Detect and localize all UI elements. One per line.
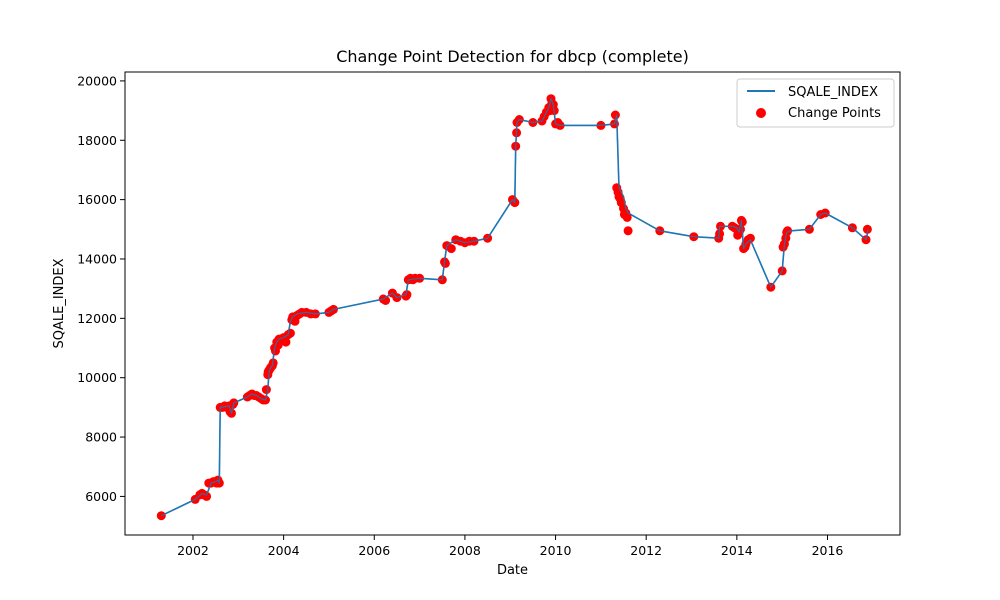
y-tick-label: 18000 [77, 133, 117, 148]
change-point-marker [261, 385, 271, 395]
y-tick-label: 14000 [77, 251, 117, 266]
y-tick-label: 12000 [77, 311, 117, 326]
x-tick-label: 2006 [358, 543, 390, 558]
series-line-overlay [161, 98, 869, 517]
legend-point-swatch [756, 108, 766, 118]
x-tick-label: 2014 [721, 543, 753, 558]
change-point-marker [381, 296, 391, 305]
x-tick-label: 2016 [812, 543, 844, 558]
x-tick-label: 2010 [540, 543, 572, 558]
change-point-marker [285, 328, 295, 338]
change-point-marker [440, 258, 450, 268]
legend-box [736, 78, 895, 128]
series-layer [156, 94, 872, 521]
change-point-marker [737, 217, 747, 227]
change-point-marker [610, 110, 620, 120]
x-tick-label: 2008 [449, 543, 481, 558]
change-point-marker [783, 226, 793, 236]
x-axis-label: Date [497, 563, 528, 578]
y-tick-label: 10000 [77, 370, 117, 385]
change-point-marker [446, 244, 456, 254]
y-axis: 6000 8000 10000 12000 14000 16000 18000 20000 [77, 73, 125, 504]
y-tick-label: 6000 [85, 489, 117, 504]
change-point-marker [745, 233, 755, 243]
legend-label-sqale-index: SQALE_INDEX [788, 85, 878, 100]
y-tick-label: 20000 [77, 73, 117, 88]
y-tick-label: 16000 [77, 192, 117, 207]
change-point-marker [402, 290, 412, 300]
change-point-marker [281, 337, 291, 347]
y-tick-label: 8000 [85, 430, 117, 445]
x-tick-label: 2012 [630, 543, 662, 558]
plot-area: 2002 2004 2006 2008 2010 2012 2014 2016 6000 800… [77, 71, 901, 558]
change-point-marker [623, 226, 633, 236]
change-point-marker [622, 212, 632, 222]
x-axis: 2002 2004 2006 2008 2010 2012 2014 2016 [177, 535, 843, 558]
series-line-sqale-index [160, 97, 870, 517]
legend-label-change-points: Change Points [788, 106, 881, 121]
y-axis-label: SQALE_INDEX [52, 258, 67, 348]
chart-title: Change Point Detection for dbcp (complet… [336, 47, 689, 66]
x-tick-label: 2002 [177, 543, 209, 558]
x-tick-label: 2004 [268, 543, 300, 558]
change-point-marker [862, 224, 872, 234]
legend: SQALE_INDEX Change Points [736, 78, 895, 128]
plot-frame [124, 71, 901, 536]
